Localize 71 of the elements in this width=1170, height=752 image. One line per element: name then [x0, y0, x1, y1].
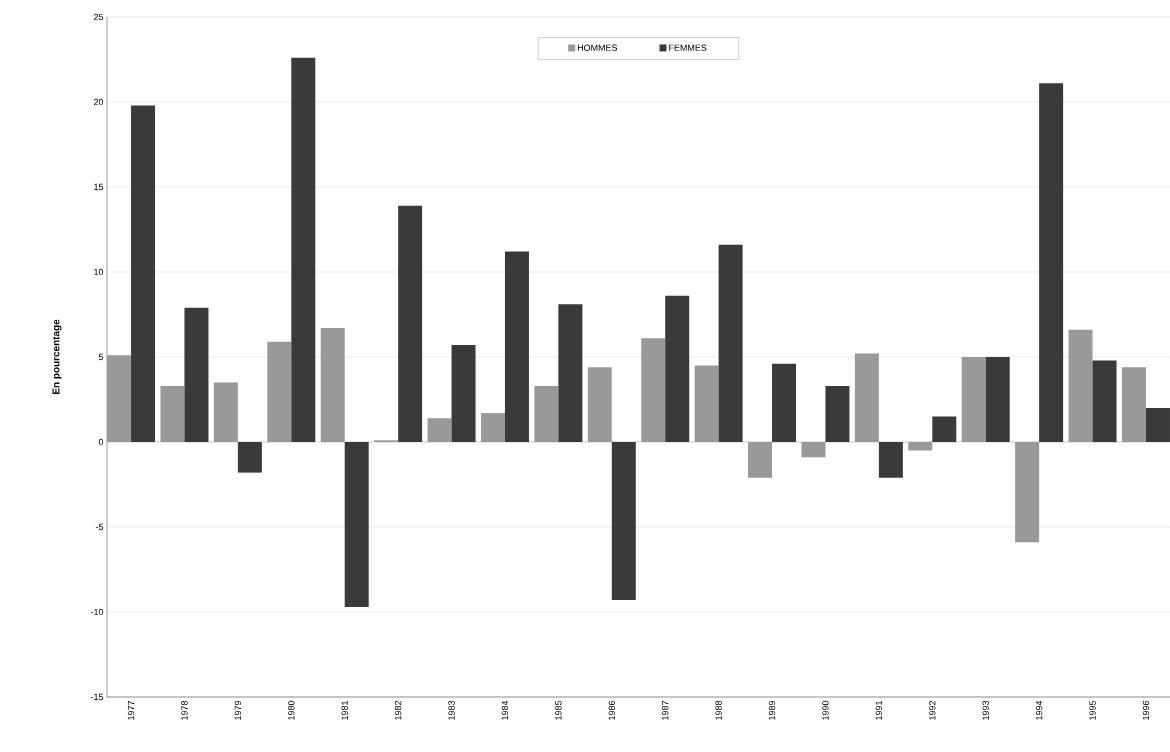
x-tick-label: 1978	[181, 700, 188, 720]
bar	[267, 341, 292, 442]
bar	[237, 442, 262, 473]
bar	[985, 357, 1010, 442]
bar	[854, 353, 879, 442]
bar	[160, 385, 185, 442]
bar	[213, 382, 238, 442]
bar	[427, 418, 452, 442]
bar	[344, 442, 369, 607]
bar	[718, 244, 743, 442]
x-tick-label: 1995	[1089, 700, 1096, 720]
bar	[291, 57, 316, 442]
x-tick-label: 1996	[1142, 700, 1150, 720]
bar	[1121, 367, 1146, 442]
bar	[908, 442, 933, 451]
x-tick-label: 1981	[341, 700, 348, 720]
bar	[611, 442, 636, 601]
x-tick-label: 1977	[127, 700, 135, 720]
legend-label: HOMMES	[577, 44, 618, 51]
bar	[1068, 329, 1093, 442]
y-tick-label: -10	[90, 608, 104, 616]
y-tick-label: 25	[93, 13, 104, 21]
bar	[961, 357, 986, 442]
bar	[801, 442, 826, 458]
bar	[184, 307, 209, 442]
bar	[320, 328, 345, 442]
bar	[665, 295, 690, 442]
x-tick-label: 1993	[982, 700, 989, 720]
y-tick-label: 15	[94, 183, 104, 191]
bar	[131, 105, 156, 442]
x-tick-label: 1984	[501, 700, 509, 720]
x-tick-label: 1986	[608, 700, 615, 720]
bar	[480, 413, 505, 442]
bar	[558, 304, 583, 442]
x-tick-label: 1985	[555, 700, 562, 720]
y-tick-label: 0	[98, 438, 104, 446]
bar	[878, 442, 903, 478]
bar	[451, 345, 476, 442]
x-tick-label: 1990	[822, 700, 829, 720]
bar	[641, 338, 666, 442]
bar	[748, 442, 773, 478]
y-tick-label: 20	[93, 98, 104, 106]
y-tick-label: 5	[98, 353, 104, 361]
bar	[534, 385, 559, 442]
bar	[398, 205, 423, 442]
x-tick-label: 1988	[715, 700, 722, 720]
bar	[1039, 83, 1064, 442]
bar	[1092, 360, 1117, 442]
y-tick-label: 10	[94, 268, 104, 276]
y-axis-title: En pourcentage	[52, 319, 62, 394]
bar	[587, 367, 612, 442]
x-tick-label: 1994	[1035, 700, 1043, 720]
bar	[932, 416, 957, 442]
x-tick-label: 1980	[288, 700, 295, 720]
bar	[1145, 408, 1170, 442]
bar	[1015, 442, 1040, 543]
bar	[694, 365, 719, 442]
x-tick-label: 1991	[875, 700, 883, 720]
bar	[504, 251, 529, 442]
x-tick-label: 1987	[662, 700, 669, 720]
x-tick-label: 1992	[929, 700, 936, 720]
bar	[825, 385, 850, 442]
legend-label: FEMMES	[669, 44, 707, 51]
y-tick-label: -5	[95, 523, 104, 531]
x-tick-label: 1982	[394, 700, 402, 720]
bar	[107, 355, 132, 442]
y-tick-label: -15	[90, 693, 104, 701]
x-tick-label: 1983	[448, 700, 455, 720]
x-tick-label: 1989	[768, 700, 776, 720]
x-tick-label: 1979	[234, 700, 242, 720]
bar	[772, 363, 797, 442]
